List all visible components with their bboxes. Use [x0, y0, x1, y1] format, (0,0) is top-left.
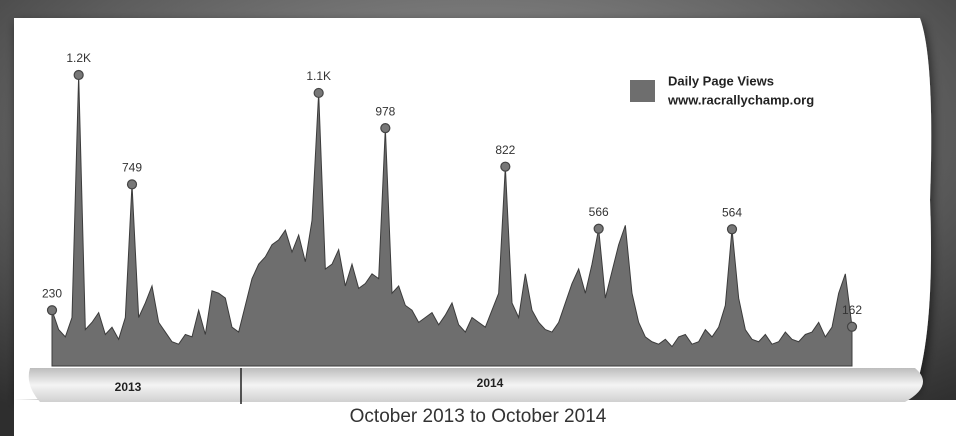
- peak-marker: [126, 179, 138, 190]
- data-label: 1.2K: [66, 51, 91, 65]
- legend-label: Daily Page Views: [668, 73, 774, 88]
- data-label: 566: [589, 205, 609, 219]
- data-label: 230: [42, 286, 62, 300]
- peak-marker: [500, 161, 511, 172]
- axis-band: [28, 368, 923, 402]
- peak-marker: [380, 123, 391, 134]
- caption-strip: [14, 400, 956, 436]
- peak-marker: [46, 305, 58, 316]
- data-label: 822: [495, 143, 515, 157]
- area: [51, 74, 853, 367]
- legend-source: www.racrallychamp.org: [667, 92, 814, 107]
- peak-marker: [726, 224, 738, 235]
- peak-marker: [846, 321, 858, 332]
- x-axis-title: October 2013 to October 2014: [350, 406, 607, 427]
- peak-marker: [593, 223, 604, 234]
- data-label: 749: [122, 161, 142, 175]
- panel: [14, 18, 932, 400]
- data-label: 1.1K: [306, 69, 331, 83]
- peak-marker: [313, 87, 324, 99]
- data-label: 162: [842, 303, 862, 317]
- peak-marker: [73, 69, 84, 81]
- data-label: 564: [722, 205, 742, 219]
- legend-swatch: [630, 80, 655, 102]
- data-label: 978: [375, 104, 395, 118]
- x-section-label: 2014: [477, 376, 504, 390]
- x-section-label: 2013: [115, 380, 142, 394]
